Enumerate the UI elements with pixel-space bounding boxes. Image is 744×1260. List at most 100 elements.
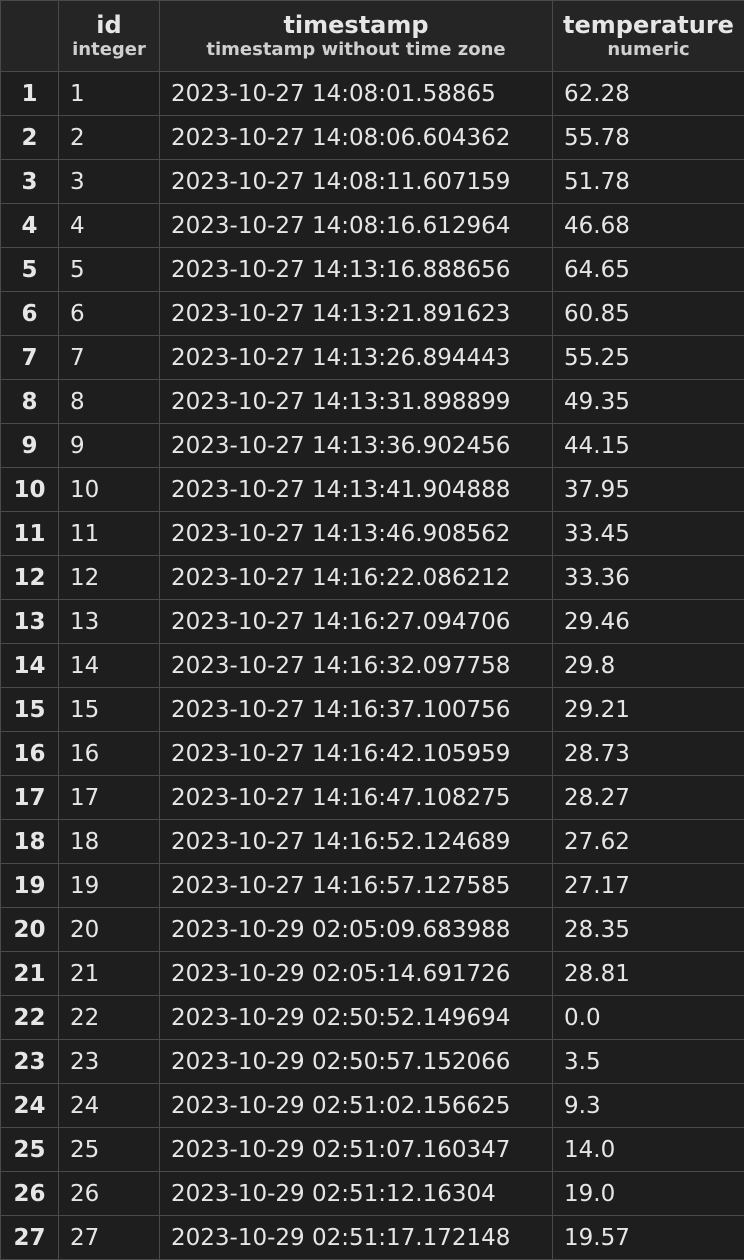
cell-temperature[interactable]: 33.36 [553,556,744,600]
row-number[interactable]: 18 [1,820,59,864]
row-number[interactable]: 17 [1,776,59,820]
cell-timestamp[interactable]: 2023-10-27 14:16:42.105959 [160,732,553,776]
cell-temperature[interactable]: 19.0 [553,1172,744,1216]
row-number[interactable]: 10 [1,468,59,512]
cell-temperature[interactable]: 28.73 [553,732,744,776]
cell-id[interactable]: 21 [59,952,160,996]
cell-id[interactable]: 18 [59,820,160,864]
row-number[interactable]: 8 [1,380,59,424]
cell-temperature[interactable]: 28.81 [553,952,744,996]
cell-temperature[interactable]: 9.3 [553,1084,744,1128]
cell-temperature[interactable]: 60.85 [553,292,744,336]
cell-temperature[interactable]: 49.35 [553,380,744,424]
cell-id[interactable]: 26 [59,1172,160,1216]
row-number[interactable]: 5 [1,248,59,292]
row-number[interactable]: 11 [1,512,59,556]
row-number[interactable]: 21 [1,952,59,996]
cell-id[interactable]: 10 [59,468,160,512]
cell-timestamp[interactable]: 2023-10-29 02:51:17.172148 [160,1216,553,1260]
cell-temperature[interactable]: 33.45 [553,512,744,556]
cell-temperature[interactable]: 55.78 [553,116,744,160]
cell-timestamp[interactable]: 2023-10-27 14:13:21.891623 [160,292,553,336]
cell-id[interactable]: 1 [59,72,160,116]
cell-timestamp[interactable]: 2023-10-27 14:16:22.086212 [160,556,553,600]
cell-id[interactable]: 17 [59,776,160,820]
cell-id[interactable]: 23 [59,1040,160,1084]
row-number[interactable]: 2 [1,116,59,160]
cell-temperature[interactable]: 27.17 [553,864,744,908]
cell-id[interactable]: 13 [59,600,160,644]
cell-timestamp[interactable]: 2023-10-27 14:08:06.604362 [160,116,553,160]
cell-timestamp[interactable]: 2023-10-27 14:13:26.894443 [160,336,553,380]
cell-temperature[interactable]: 14.0 [553,1128,744,1172]
row-number[interactable]: 6 [1,292,59,336]
row-number[interactable]: 27 [1,1216,59,1260]
cell-temperature[interactable]: 19.57 [553,1216,744,1260]
cell-id[interactable]: 20 [59,908,160,952]
cell-timestamp[interactable]: 2023-10-29 02:51:07.160347 [160,1128,553,1172]
cell-timestamp[interactable]: 2023-10-27 14:08:16.612964 [160,204,553,248]
row-number[interactable]: 26 [1,1172,59,1216]
row-number[interactable]: 7 [1,336,59,380]
row-number[interactable]: 13 [1,600,59,644]
cell-temperature[interactable]: 44.15 [553,424,744,468]
row-number[interactable]: 24 [1,1084,59,1128]
cell-temperature[interactable]: 3.5 [553,1040,744,1084]
cell-temperature[interactable]: 0.0 [553,996,744,1040]
cell-temperature[interactable]: 51.78 [553,160,744,204]
row-number[interactable]: 16 [1,732,59,776]
cell-temperature[interactable]: 29.46 [553,600,744,644]
cell-temperature[interactable]: 29.21 [553,688,744,732]
row-number[interactable]: 15 [1,688,59,732]
cell-timestamp[interactable]: 2023-10-27 14:13:46.908562 [160,512,553,556]
row-number[interactable]: 9 [1,424,59,468]
row-number[interactable]: 20 [1,908,59,952]
cell-timestamp[interactable]: 2023-10-27 14:16:52.124689 [160,820,553,864]
cell-id[interactable]: 19 [59,864,160,908]
cell-timestamp[interactable]: 2023-10-27 14:13:41.904888 [160,468,553,512]
cell-timestamp[interactable]: 2023-10-29 02:51:02.156625 [160,1084,553,1128]
cell-id[interactable]: 8 [59,380,160,424]
row-number[interactable]: 25 [1,1128,59,1172]
row-number[interactable]: 22 [1,996,59,1040]
column-header-timestamp[interactable]: timestamp timestamp without time zone [160,1,553,72]
cell-temperature[interactable]: 27.62 [553,820,744,864]
cell-id[interactable]: 22 [59,996,160,1040]
cell-id[interactable]: 16 [59,732,160,776]
row-number[interactable]: 23 [1,1040,59,1084]
cell-temperature[interactable]: 28.35 [553,908,744,952]
cell-id[interactable]: 15 [59,688,160,732]
row-number[interactable]: 3 [1,160,59,204]
cell-id[interactable]: 12 [59,556,160,600]
cell-id[interactable]: 5 [59,248,160,292]
cell-timestamp[interactable]: 2023-10-29 02:51:12.16304 [160,1172,553,1216]
cell-id[interactable]: 7 [59,336,160,380]
cell-timestamp[interactable]: 2023-10-29 02:50:52.149694 [160,996,553,1040]
cell-temperature[interactable]: 29.8 [553,644,744,688]
row-number[interactable]: 1 [1,72,59,116]
cell-timestamp[interactable]: 2023-10-27 14:13:36.902456 [160,424,553,468]
